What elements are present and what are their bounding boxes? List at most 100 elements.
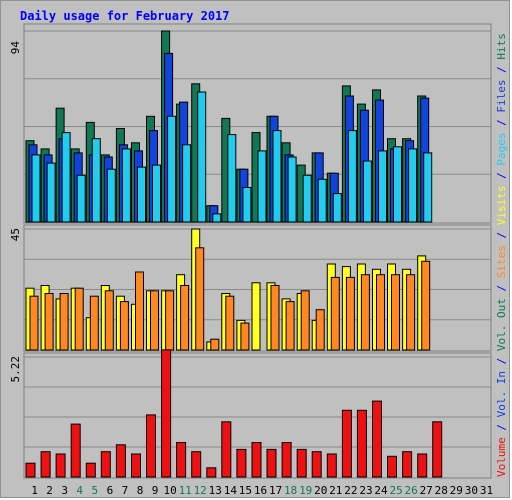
bar-volume-day-19 — [296, 448, 307, 478]
bar-sites-day-24 — [376, 274, 385, 351]
bar-sites-day-22 — [345, 276, 355, 351]
legend-part-2: Vol. In — [495, 371, 508, 417]
bar-sites-day-3 — [59, 293, 69, 351]
bar-pages-day-26 — [408, 148, 418, 223]
day-label-13: 13 — [209, 484, 222, 497]
day-label-2: 2 — [46, 484, 53, 497]
bar-pages-day-10 — [167, 115, 177, 223]
day-label-3: 3 — [61, 484, 68, 497]
bar-sites-day-9 — [150, 290, 159, 351]
day-label-6: 6 — [107, 484, 114, 497]
bar-sites-day-18 — [285, 301, 295, 351]
legend-part-8: Visits — [495, 186, 508, 226]
bar-sites-day-23 — [360, 274, 370, 351]
bar-sites-day-27 — [421, 260, 431, 351]
day-label-8: 8 — [137, 484, 144, 497]
bar-volume-day-12 — [191, 451, 202, 478]
bar-pages-day-25 — [393, 146, 402, 223]
day-label-29: 29 — [450, 484, 463, 497]
bar-sites-day-2 — [44, 293, 54, 351]
bar-volume-day-21 — [326, 453, 337, 478]
day-label-25: 25 — [389, 484, 402, 497]
bar-pages-day-27 — [423, 152, 433, 223]
bar-volume-day-17 — [266, 448, 277, 478]
bar-volume-day-3 — [55, 453, 66, 478]
bar-volume-day-13 — [206, 467, 217, 478]
bar-volume-day-22 — [341, 409, 352, 478]
bar-volume-day-16 — [251, 442, 262, 478]
day-label-19: 19 — [299, 484, 312, 497]
bar-sites-day-25 — [391, 274, 400, 351]
bar-sites-day-6 — [104, 290, 114, 351]
bar-volume-day-7 — [115, 444, 126, 478]
bar-sites-day-20 — [315, 309, 325, 351]
bar-volume-day-8 — [131, 453, 141, 478]
legend-part-14: Hits — [495, 33, 508, 60]
bar-volume-day-9 — [146, 414, 156, 478]
day-label-15: 15 — [239, 484, 252, 497]
bar-pages-day-23 — [362, 160, 372, 223]
day-label-14: 14 — [224, 484, 238, 497]
bar-pages-day-24 — [378, 150, 387, 223]
chart-title: Daily usage for February 2017 — [20, 9, 230, 23]
day-label-27: 27 — [420, 484, 433, 497]
bar-pages-day-15 — [242, 187, 252, 223]
bar-pages-day-11 — [182, 144, 192, 223]
bar-pages-day-6 — [106, 168, 116, 223]
bar-sites-day-12 — [195, 247, 205, 351]
day-label-1: 1 — [31, 484, 38, 497]
day-label-5: 5 — [91, 484, 98, 497]
bar-sites-day-11 — [180, 285, 190, 351]
legend-part-12: Files — [495, 80, 508, 113]
bar-pages-day-18 — [287, 156, 297, 223]
bar-visits-day-16 — [251, 282, 261, 351]
bar-volume-day-24 — [372, 400, 382, 478]
day-label-31: 31 — [480, 484, 493, 497]
legend-part-5: / — [495, 278, 508, 298]
panel-top — [23, 23, 492, 224]
bar-sites-day-15 — [240, 322, 250, 351]
day-label-24: 24 — [374, 484, 388, 497]
bar-pages-day-9 — [152, 164, 161, 223]
bar-volume-day-26 — [402, 451, 413, 478]
bar-sites-day-21 — [330, 276, 340, 351]
panel-middle — [23, 224, 492, 352]
day-label-23: 23 — [359, 484, 372, 497]
legend-part-4: Vol. Out — [495, 298, 508, 351]
bar-pages-day-14 — [227, 134, 237, 223]
panel-top-frame — [23, 23, 492, 224]
bar-volume-day-14 — [221, 421, 232, 478]
legend-part-11: / — [495, 113, 508, 133]
day-label-9: 9 — [152, 484, 159, 497]
legend-part-3: / — [495, 351, 508, 371]
bar-volume-day-11 — [176, 442, 187, 478]
bar-volume-day-2 — [40, 451, 51, 478]
day-label-12: 12 — [194, 484, 207, 497]
legend-part-6: Sites — [495, 245, 508, 278]
bar-volume-day-18 — [281, 442, 292, 478]
bar-sites-day-10 — [165, 290, 175, 351]
legend-part-9: / — [495, 166, 508, 186]
legend-part-10: Pages — [495, 133, 508, 166]
bar-pages-day-4 — [76, 174, 86, 223]
bar-sites-day-26 — [406, 274, 416, 351]
middle-max-label: 45 — [9, 228, 22, 241]
panel-bottom — [23, 349, 492, 479]
day-label-28: 28 — [435, 484, 448, 497]
day-label-18: 18 — [284, 484, 297, 497]
day-label-11: 11 — [179, 484, 192, 497]
bar-sites-day-13 — [210, 338, 220, 351]
bar-volume-day-28 — [432, 421, 443, 478]
bar-pages-day-19 — [302, 174, 312, 223]
day-label-26: 26 — [404, 484, 417, 497]
bar-pages-day-2 — [46, 162, 56, 223]
bar-sites-day-7 — [119, 301, 129, 351]
day-label-22: 22 — [344, 484, 357, 497]
bar-sites-day-5 — [89, 295, 99, 351]
bar-pages-day-21 — [332, 193, 342, 223]
bar-pages-day-13 — [212, 213, 222, 223]
bar-sites-day-19 — [300, 290, 310, 351]
bar-volume-day-15 — [236, 448, 247, 478]
